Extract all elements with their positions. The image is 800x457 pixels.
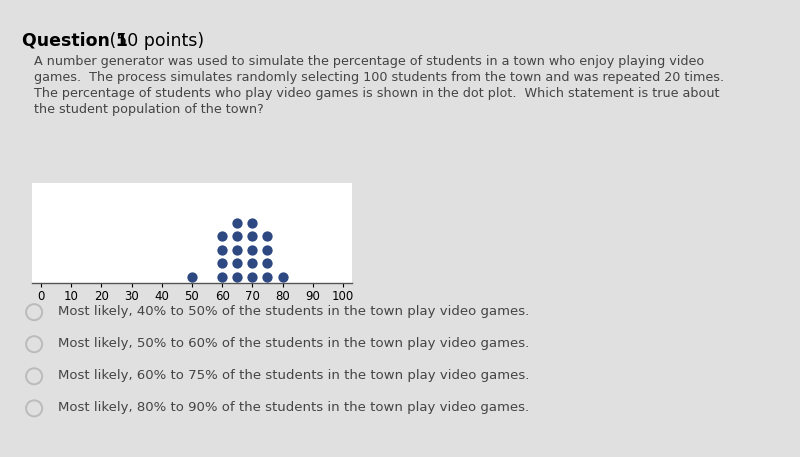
Point xyxy=(261,233,274,240)
Point xyxy=(216,260,229,267)
Point xyxy=(231,233,244,240)
Point xyxy=(231,273,244,280)
Point xyxy=(246,260,258,267)
Point xyxy=(231,219,244,227)
Text: Most likely, 50% to 60% of the students in the town play video games.: Most likely, 50% to 60% of the students … xyxy=(58,337,530,350)
Text: Most likely, 40% to 50% of the students in the town play video games.: Most likely, 40% to 50% of the students … xyxy=(58,305,530,318)
Point xyxy=(231,260,244,267)
Point xyxy=(246,246,258,254)
Point xyxy=(261,246,274,254)
Point xyxy=(261,260,274,267)
Point xyxy=(216,246,229,254)
Text: (50 points): (50 points) xyxy=(105,32,205,50)
Point xyxy=(246,233,258,240)
Point xyxy=(216,273,229,280)
Text: games.  The process simulates randomly selecting 100 students from the town and : games. The process simulates randomly se… xyxy=(34,71,724,84)
Point xyxy=(246,273,258,280)
Text: The percentage of students who play video games is shown in the dot plot.  Which: The percentage of students who play vide… xyxy=(34,87,720,100)
Text: the student population of the town?: the student population of the town? xyxy=(34,103,264,116)
Point xyxy=(276,273,289,280)
Text: Most likely, 80% to 90% of the students in the town play video games.: Most likely, 80% to 90% of the students … xyxy=(58,401,530,414)
Text: Question 1: Question 1 xyxy=(22,32,128,50)
Text: Most likely, 60% to 75% of the students in the town play video games.: Most likely, 60% to 75% of the students … xyxy=(58,369,530,382)
Point xyxy=(261,273,274,280)
Point xyxy=(231,246,244,254)
Point xyxy=(216,233,229,240)
Point xyxy=(246,219,258,227)
Point xyxy=(186,273,198,280)
Text: A number generator was used to simulate the percentage of students in a town who: A number generator was used to simulate … xyxy=(34,55,704,68)
